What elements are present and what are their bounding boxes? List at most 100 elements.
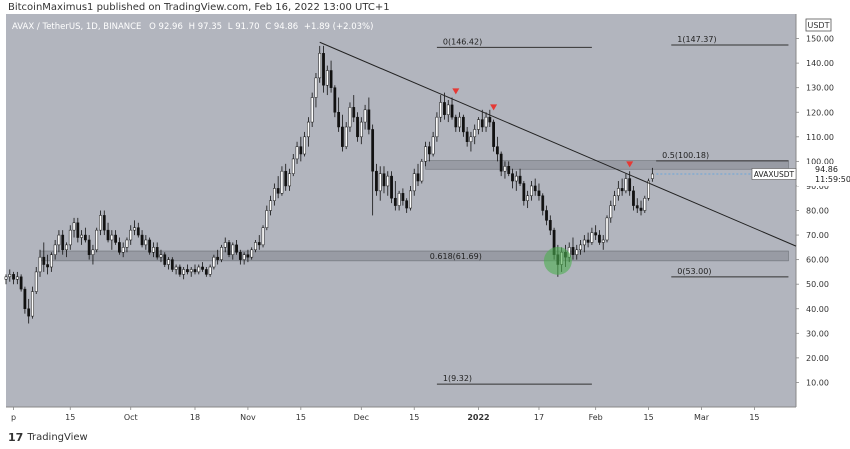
candle-body-157 bbox=[598, 234, 601, 243]
x-tick-label-7: 15 bbox=[409, 413, 419, 422]
candle-body-83 bbox=[318, 53, 322, 79]
y-tick-label-2: 30.00 bbox=[806, 329, 829, 338]
fib-label-4: 1(9.32) bbox=[443, 374, 472, 383]
candle-body-4 bbox=[19, 276, 23, 290]
candle-body-2 bbox=[12, 274, 15, 280]
candle-body-39 bbox=[152, 247, 155, 253]
y-tick-label-7: 80.00 bbox=[806, 207, 829, 216]
candle-body-138 bbox=[526, 195, 530, 201]
price-chart[interactable]: 0.618(61.69) 0(146.42) 1(147.37) 0.5(100.1… bbox=[0, 14, 850, 431]
candle-body-129 bbox=[492, 121, 495, 147]
candle-body-158 bbox=[601, 239, 605, 243]
candle-body-33 bbox=[129, 229, 133, 241]
candle-body-115 bbox=[439, 102, 443, 118]
candle-body-110 bbox=[420, 161, 424, 182]
candle-body-99 bbox=[378, 173, 382, 192]
unit-label: USDT bbox=[808, 21, 830, 30]
candle-body-90 bbox=[344, 126, 348, 147]
candle-body-120 bbox=[458, 116, 461, 128]
y-tick-label-13: 140.00 bbox=[806, 59, 834, 68]
candle-body-97 bbox=[371, 129, 375, 172]
price-axis[interactable]: 10.00 20.00 30.00 40.00 50.00 60.00 70.00 80.00… bbox=[796, 35, 834, 388]
candle-body-132 bbox=[503, 166, 507, 172]
candle-body-47 bbox=[182, 269, 186, 275]
fib-label-3: 0(53.00) bbox=[677, 267, 711, 276]
candle-body-0 bbox=[4, 276, 8, 280]
candle-body-159 bbox=[605, 217, 609, 241]
footer-brand: TradingView bbox=[27, 432, 88, 443]
fib-label-1: 1(147.37) bbox=[677, 35, 716, 44]
candle-body-21 bbox=[83, 234, 87, 241]
candle-body-6 bbox=[27, 308, 31, 317]
candle-body-16 bbox=[65, 244, 68, 251]
candle-body-84 bbox=[322, 53, 325, 86]
candle-body-66 bbox=[254, 242, 257, 251]
candle-body-126 bbox=[480, 119, 484, 128]
time-axis[interactable]: p 15 Oct 18 Nov 15 Dec 15 2022 17 Feb 15 Mar 15 bbox=[11, 407, 760, 422]
y-tick-label-10: 110.00 bbox=[806, 133, 834, 142]
plot-background bbox=[6, 14, 796, 407]
candle-body-27 bbox=[106, 229, 110, 241]
candle-body-109 bbox=[416, 173, 420, 182]
candle-body-96 bbox=[367, 109, 371, 130]
candle-body-72 bbox=[276, 188, 280, 194]
candle-body-26 bbox=[102, 215, 106, 231]
candle-body-130 bbox=[496, 146, 499, 155]
y-tick-label-8: 90.00 bbox=[806, 182, 829, 191]
candle-body-63 bbox=[242, 254, 246, 260]
candle-body-76 bbox=[291, 158, 295, 174]
candle-body-22 bbox=[87, 239, 91, 255]
candle-body-53 bbox=[204, 269, 208, 275]
last-price-symbol-box bbox=[751, 168, 797, 180]
candle-body-152 bbox=[579, 244, 582, 251]
candle-body-48 bbox=[186, 269, 189, 273]
candle-body-169 bbox=[643, 197, 647, 211]
candle-body-162 bbox=[616, 188, 620, 197]
candle-body-107 bbox=[409, 190, 412, 209]
candle-body-168 bbox=[639, 207, 643, 211]
y-tick-label-9: 100.00 bbox=[806, 157, 834, 166]
last-price-symbol: AVAXUSDT bbox=[754, 170, 795, 179]
candle-body-69 bbox=[265, 210, 269, 228]
open-value: 92.96 bbox=[159, 22, 183, 32]
candle-body-59 bbox=[227, 242, 231, 255]
candle-body-153 bbox=[582, 239, 586, 246]
trendline-layer[interactable] bbox=[319, 41, 797, 247]
candle-body-64 bbox=[246, 254, 250, 258]
candle-body-14 bbox=[57, 234, 61, 246]
candle-body-95 bbox=[363, 109, 367, 123]
candle-body-77 bbox=[295, 146, 299, 160]
candle-body-101 bbox=[386, 175, 390, 187]
candles bbox=[4, 45, 654, 324]
last-price-tag: AVAXUSDT 94.86 11:59:50 bbox=[656, 164, 850, 187]
candle-body-119 bbox=[454, 116, 458, 128]
price-axis-background bbox=[796, 14, 850, 407]
candle-body-144 bbox=[548, 220, 552, 231]
candle-body-75 bbox=[288, 173, 291, 187]
candle-body-32 bbox=[125, 239, 129, 248]
candle-body-113 bbox=[431, 136, 435, 155]
candle-body-122 bbox=[465, 131, 469, 142]
candle-body-52 bbox=[201, 266, 204, 270]
x-tick-label-0: p bbox=[11, 413, 16, 422]
candle-body-1 bbox=[8, 274, 12, 278]
candle-body-143 bbox=[545, 210, 548, 221]
y-tick-label-1: 20.00 bbox=[806, 354, 829, 363]
candle-body-103 bbox=[393, 197, 397, 206]
candle-body-49 bbox=[189, 269, 193, 273]
x-tick-label-12: Mar bbox=[694, 413, 710, 422]
candle-body-80 bbox=[307, 121, 310, 138]
candle-body-141 bbox=[537, 190, 541, 197]
candle-body-30 bbox=[118, 242, 121, 253]
candle-body-46 bbox=[178, 266, 182, 275]
candle-body-13 bbox=[53, 244, 57, 255]
x-tick-label-8: 2022 bbox=[467, 413, 489, 422]
candle-body-154 bbox=[586, 239, 590, 243]
candle-body-104 bbox=[397, 193, 401, 206]
candle-body-118 bbox=[450, 104, 454, 118]
candle-body-81 bbox=[310, 97, 314, 123]
marker-2 bbox=[626, 161, 634, 168]
candle-body-131 bbox=[499, 153, 503, 172]
candle-body-50 bbox=[193, 269, 197, 273]
last-price-countdown: 11:59:50 bbox=[815, 175, 850, 184]
